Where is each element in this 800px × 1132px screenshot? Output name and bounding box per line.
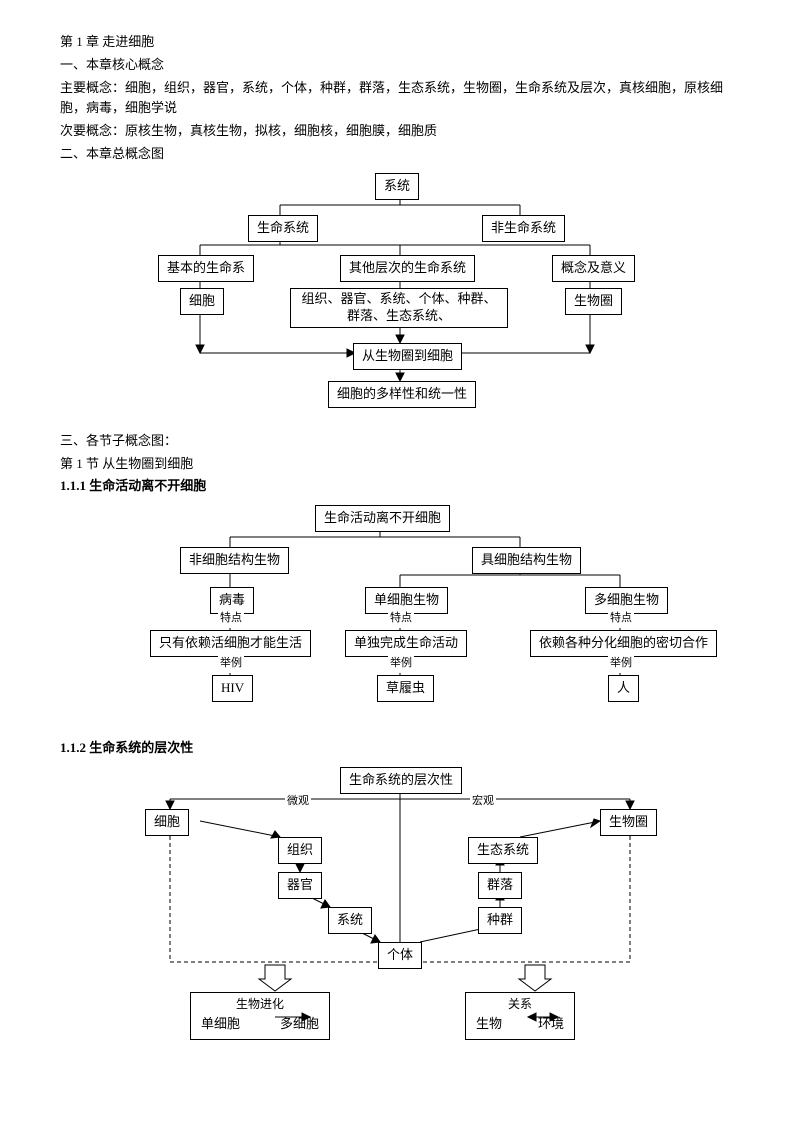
l-ex1: 举例	[218, 655, 244, 673]
l-td3: 特点	[608, 610, 634, 628]
section-111: 1.1.1 生命活动离不开细胞	[60, 476, 740, 497]
d2-b3: 单独完成生命活动	[345, 630, 467, 657]
main-concepts: 主要概念：细胞，组织，器官，系统，个体，种群，群落，生态系统，生物圈，生命系统及…	[60, 78, 740, 120]
diagram-1: 系统 生命系统 非生命系统 基本的生命系 其他层次的生命系统 概念及意义 细胞 …	[100, 173, 700, 423]
n-bio: 生物圈	[565, 288, 622, 315]
d3-h2: 器官	[278, 872, 322, 899]
d2-b4: 依赖各种分化细胞的密切合作	[530, 630, 717, 657]
d2-b6: 人	[608, 675, 639, 702]
d2-b5: 草履虫	[377, 675, 434, 702]
d3-h1: 组织	[278, 837, 322, 864]
d3-b2a: 关系	[476, 995, 564, 1014]
chapter-title: 第 1 章 走进细胞	[60, 32, 740, 53]
n-diverse: 细胞的多样性和统一性	[328, 381, 476, 408]
d3-b2c: 环境	[538, 1016, 564, 1031]
section-1: 一、本章核心概念	[60, 55, 740, 76]
n-system: 系统	[375, 173, 419, 200]
l-micro: 微观	[285, 793, 311, 811]
l-ex2: 举例	[388, 655, 414, 673]
d3-bio: 生物圈	[600, 809, 657, 836]
d3-b1b: 单细胞	[201, 1016, 240, 1031]
n-levels: 组织、器官、系统、个体、种群、群落、生态系统、	[290, 288, 508, 328]
d2-b: 具细胞结构生物	[472, 547, 581, 574]
section-31: 第 1 节 从生物圈到细胞	[60, 454, 740, 475]
d3-cell: 细胞	[145, 809, 189, 836]
sec-concepts: 次要概念：原核生物，真核生物，拟核，细胞核，细胞膜，细胞质	[60, 121, 740, 142]
section-2: 二、本章总概念图	[60, 144, 740, 165]
d3-h5: 群落	[478, 872, 522, 899]
d3-h4: 生态系统	[468, 837, 538, 864]
l-macro: 宏观	[470, 793, 496, 811]
d3-b1c: 多细胞	[280, 1016, 319, 1031]
d3-h7: 个体	[378, 942, 422, 969]
d3-top: 生命系统的层次性	[340, 767, 462, 794]
l-td2: 特点	[388, 610, 414, 628]
n-from: 从生物圈到细胞	[353, 343, 462, 370]
d3-h6: 种群	[478, 907, 522, 934]
section-112: 1.1.2 生命系统的层次性	[60, 738, 740, 759]
d2-a2: 只有依赖活细胞才能生活	[150, 630, 311, 657]
n-basic: 基本的生命系	[158, 255, 254, 282]
diagram-2: 生命活动离不开细胞 非细胞结构生物 具细胞结构生物 病毒 单细胞生物 多细胞生物…	[90, 505, 710, 730]
d3-b1a: 生物进化	[201, 995, 319, 1014]
n-other: 其他层次的生命系统	[340, 255, 475, 282]
d2-top: 生命活动离不开细胞	[315, 505, 450, 532]
l-td1: 特点	[218, 610, 244, 628]
section-3: 三、各节子概念图：	[60, 431, 740, 452]
d2-a3: HIV	[212, 675, 253, 702]
l-ex3: 举例	[608, 655, 634, 673]
d2-a: 非细胞结构生物	[180, 547, 289, 574]
d3-b2b: 生物	[476, 1016, 502, 1031]
n-cell: 细胞	[180, 288, 224, 315]
n-nonlife: 非生命系统	[482, 215, 565, 242]
diagram-3: 生命系统的层次性 细胞 生物圈 微观 宏观 组织 生态系统 器官 群落 系统 种…	[100, 767, 700, 1037]
n-life: 生命系统	[248, 215, 318, 242]
d3-h3: 系统	[328, 907, 372, 934]
n-concept: 概念及意义	[552, 255, 635, 282]
